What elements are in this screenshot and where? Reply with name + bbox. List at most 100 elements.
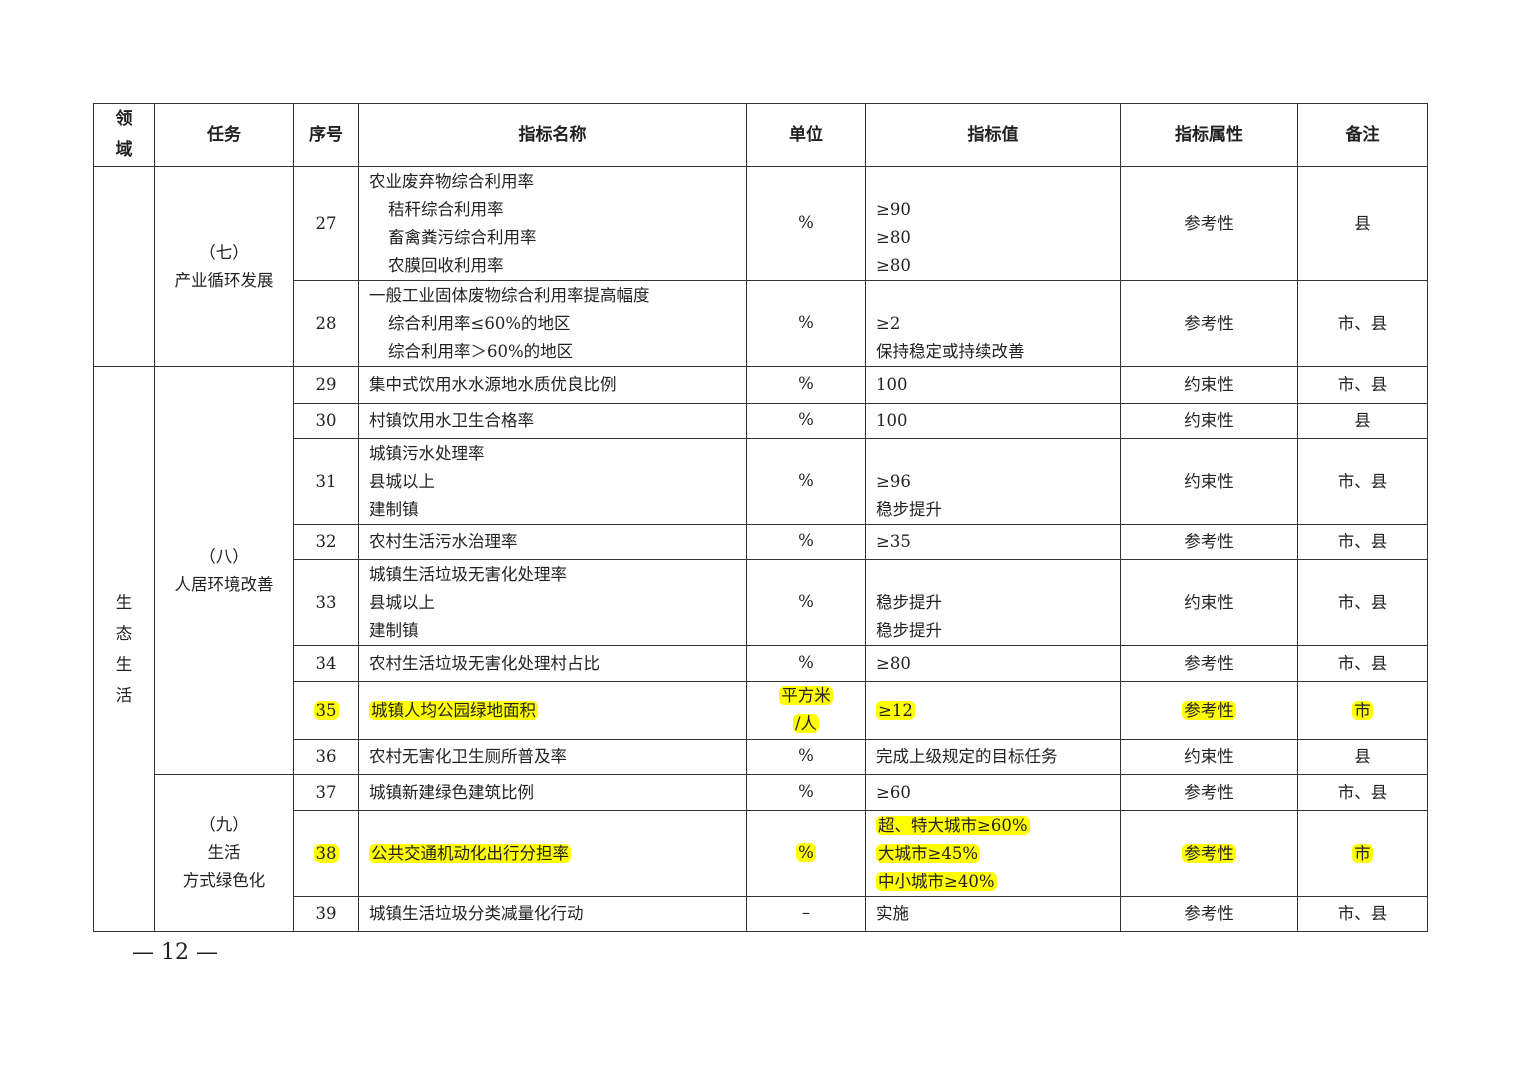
attribute-cell: 参考性 [1120, 166, 1298, 281]
attribute-text: 参考性 [1184, 313, 1234, 333]
cell-line: ≥60 [876, 779, 1120, 807]
remark-text: 市、县 [1337, 653, 1388, 673]
cell-line: 生活 [155, 839, 293, 867]
number-text: 32 [315, 532, 337, 551]
number-cell: 28 [293, 280, 359, 367]
cell-text: 实施 [876, 904, 909, 923]
attribute-text: 参考性 [1184, 653, 1234, 673]
indicator-value-cell: 实施 [865, 896, 1121, 932]
indicator-value-cell: ≥96 稳步提升 [865, 438, 1121, 525]
cell-line: ≥80 [876, 252, 1120, 280]
unit-cell: % [746, 739, 866, 775]
cell-line: 畜禽粪污综合利用率 [369, 224, 746, 252]
cell-text: 100 [876, 411, 908, 430]
cell-text: 农村生活污水治理率 [369, 532, 518, 551]
indicator-name-cell: 城镇新建绿色建筑比例 [358, 774, 747, 811]
cell-line: 100 [876, 371, 1120, 399]
cell-text: ≥96 [876, 471, 911, 491]
cell-line: 公共交通机动化出行分担率 [369, 840, 746, 868]
attribute-text: 约束性 [1184, 471, 1234, 491]
cell-text: 方式绿色化 [182, 871, 266, 890]
remark-cell: 市、县 [1297, 366, 1428, 404]
cell-line: ≥35 [876, 528, 1120, 556]
number-cell: 31 [293, 438, 359, 525]
remark-text: 县 [1354, 411, 1371, 430]
indicator-name-cell: 一般工业固体废物综合利用率提高幅度 综合利用率≤60%的地区 综合利用率＞60%的地… [358, 280, 747, 367]
cell-line: 建制镇 [369, 496, 746, 524]
cell-text: % [798, 470, 814, 490]
cell-line: 城镇生活垃圾无害化处理率 [369, 561, 746, 589]
attribute-text: 参考性 [1182, 700, 1236, 720]
attribute-cell: 约束性 [1120, 559, 1298, 646]
attribute-cell: 参考性 [1120, 524, 1298, 560]
indicator-name-cell: 城镇人均公园绿地面积 [358, 681, 747, 740]
cell-text: 县城以上 [369, 592, 435, 612]
header-task: 任务 [154, 103, 294, 167]
cell-line: 方式绿色化 [155, 867, 293, 895]
domain-char: 态 [115, 624, 133, 643]
number-cell: 27 [293, 166, 359, 281]
cell-line: 实施 [876, 900, 1120, 928]
remark-cell: 市、县 [1297, 896, 1428, 932]
table-row: 39 城镇生活垃圾分类减量化行动 – 实施 参考性 市、县 [94, 896, 1428, 932]
domain-cell [93, 166, 155, 367]
attribute-cell: 参考性 [1120, 681, 1298, 740]
remark-text: 市、县 [1337, 532, 1388, 551]
cell-text: ≥12 [876, 700, 915, 720]
table-row: 34 农村生活垃圾无害化处理村占比% ≥80 参考性 市、县 [94, 645, 1428, 682]
number-text: 37 [315, 782, 337, 802]
unit-cell: % [746, 403, 866, 439]
remark-cell: 市、县 [1297, 774, 1428, 811]
indicator-value-cell: 100 [865, 366, 1121, 404]
cell-line: 城镇生活垃圾分类减量化行动 [369, 900, 746, 928]
number-text: 35 [313, 700, 339, 720]
cell-text: 中小城市≥40% [876, 871, 997, 891]
indicator-name-cell: 农业废弃物综合利用率 秸秆综合利用率 畜禽粪污综合利用率 农膜回收利用率 [358, 166, 747, 281]
unit-cell: % [746, 280, 866, 367]
attribute-text: 参考性 [1182, 843, 1236, 863]
cell-text: （九） [199, 815, 249, 834]
cell-line [876, 440, 1120, 468]
cell-line: % [747, 210, 865, 238]
cell-line: 保持稳定或持续改善 [876, 338, 1120, 366]
remark-text: 市、县 [1337, 592, 1388, 612]
cell-line [876, 561, 1120, 589]
remark-text: 县 [1354, 747, 1371, 766]
number-cell: 29 [293, 366, 359, 404]
remark-text: 县 [1354, 213, 1371, 233]
header-indicator-attribute: 指标属性 [1120, 103, 1298, 167]
attribute-text: 参考性 [1184, 904, 1234, 923]
cell-text: % [798, 746, 814, 765]
cell-text: 城镇生活垃圾无害化处理率 [369, 564, 567, 584]
number-cell: 36 [293, 739, 359, 775]
cell-line: 城镇人均公园绿地面积 [369, 697, 746, 725]
cell-text: % [798, 212, 814, 232]
cell-text: 建制镇 [369, 620, 419, 640]
table-row: 30 村镇饮用水卫生合格率% 100 约束性 县 [94, 403, 1428, 439]
unit-cell: % [746, 774, 866, 811]
cell-line: 农村无害化卫生厕所普及率 [369, 743, 746, 771]
cell-line: % [747, 840, 865, 868]
cell-line: 建制镇 [369, 617, 746, 645]
cell-text: ≥80 [876, 227, 911, 247]
cell-line: （八） [155, 543, 293, 571]
indicator-name-cell: 城镇生活垃圾分类减量化行动 [358, 896, 747, 932]
header-indicator-value: 指标值 [865, 103, 1121, 167]
cell-line: 城镇新建绿色建筑比例 [369, 779, 746, 807]
cell-text: 大城市≥45% [876, 843, 980, 863]
cell-line: % [747, 589, 865, 617]
indicator-value-cell: ≥60 [865, 774, 1121, 811]
cell-line: % [747, 407, 865, 435]
cell-line: 秸秆综合利用率 [369, 196, 746, 224]
cell-text: /人 [792, 713, 820, 733]
attribute-text: 参考性 [1184, 532, 1234, 551]
table-body: （七） 产业循环发展 27 农业废弃物综合利用率 秸秆综合利用率 畜禽粪污综合利用率 农膜回… [93, 166, 1428, 932]
cell-line: 人居环境改善 [155, 571, 293, 599]
indicator-name-cell: 农村生活污水治理率 [358, 524, 747, 560]
remark-text: 市 [1352, 843, 1373, 863]
cell-text: % [798, 531, 814, 550]
cell-line: 县城以上 [369, 468, 746, 496]
cell-text: ≥2 [876, 313, 901, 333]
cell-text: % [798, 374, 814, 393]
cell-text: 集中式饮用水水源地水质优良比例 [369, 375, 617, 394]
